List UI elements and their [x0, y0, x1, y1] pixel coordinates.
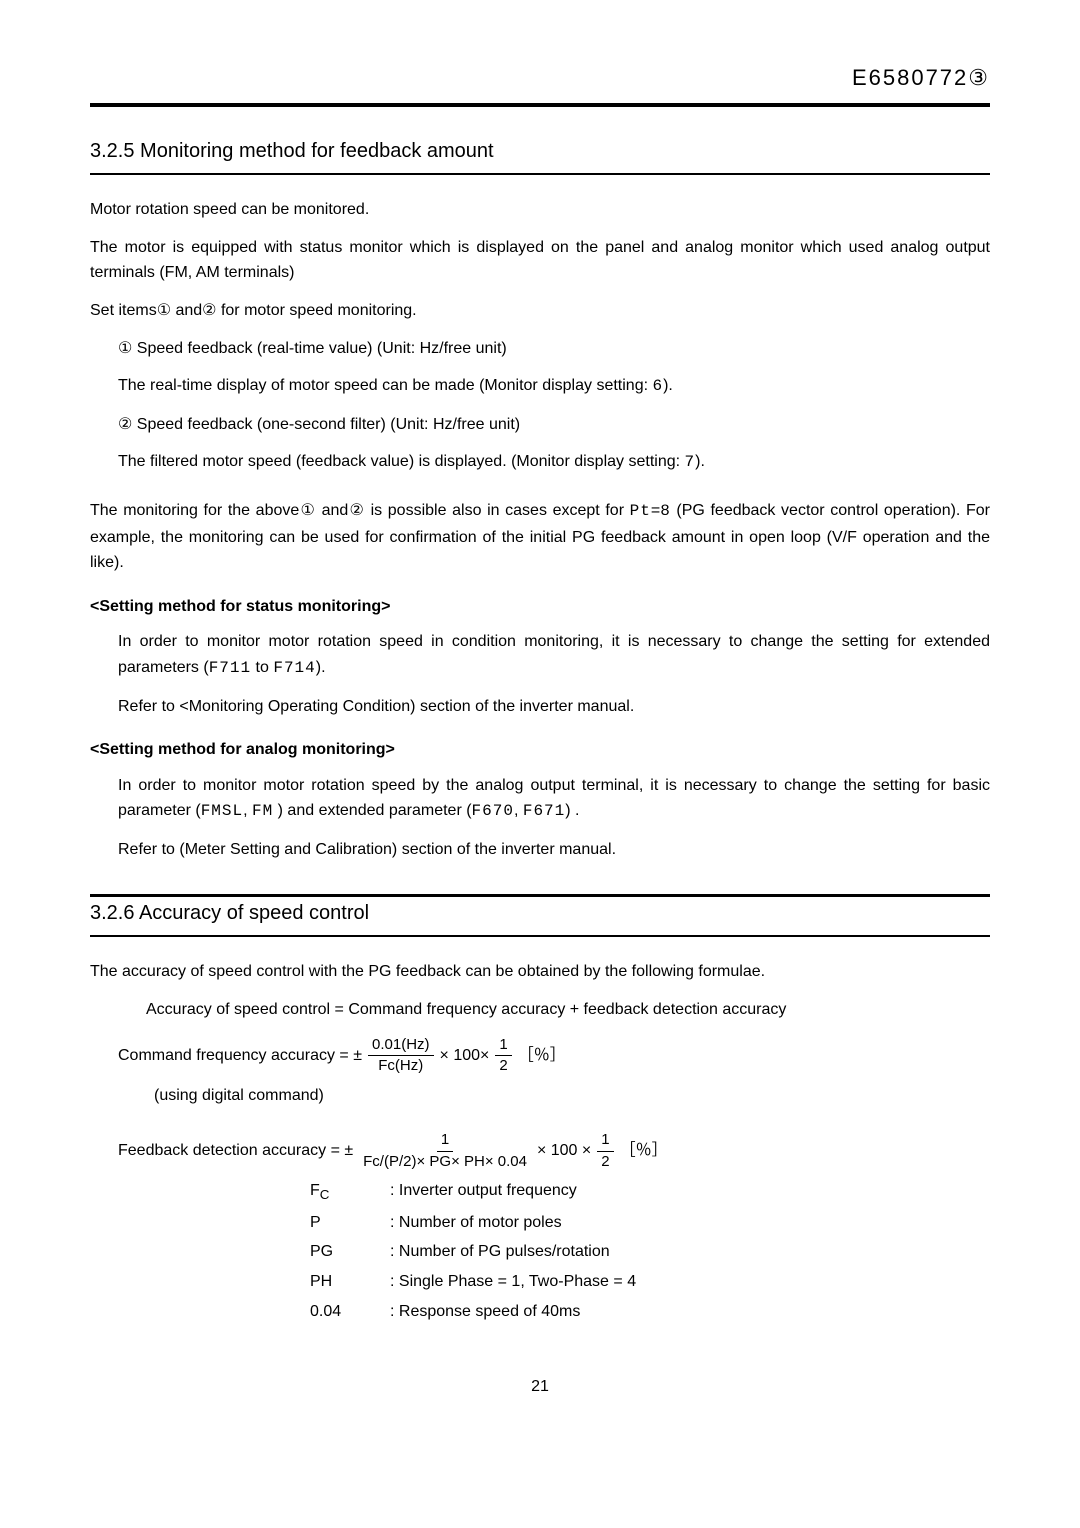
s1-item2: ② Speed feedback (one-second filter) (Un…: [90, 412, 990, 438]
page-number: 21: [90, 1374, 990, 1400]
s1-p1: Motor rotation speed can be monitored.: [90, 197, 990, 223]
formula2-frac: 1 Fc/(P/2)× PG× PH× 0.04: [359, 1132, 531, 1170]
s1-sub2-p1-b: ) .: [565, 802, 579, 819]
formula1-note: (using digital command): [126, 1083, 990, 1109]
s1-p2: The motor is equipped with status monito…: [90, 235, 990, 286]
formula1-label: Command frequency accuracy = ±: [118, 1043, 362, 1069]
def-t-sym: 0.04: [310, 1299, 390, 1325]
def-ph-sym: PH: [310, 1269, 390, 1295]
formula2-label: Feedback detection accuracy = ±: [118, 1138, 353, 1164]
doc-code: E6580772③: [90, 60, 990, 95]
formula-2: Feedback detection accuracy = ± 1 Fc/(P/…: [118, 1132, 990, 1170]
section-number-1: 3.2.5: [90, 140, 134, 162]
s1-sub2-mid2: ) and extended parameter (: [273, 802, 471, 819]
formula1-frac: 0.01(Hz) Fc(Hz): [368, 1037, 434, 1075]
s1-p4-mid: =: [651, 502, 660, 519]
formula1-den2: 2: [495, 1056, 511, 1075]
formula1-mid: × 100×: [440, 1043, 490, 1069]
formula2-den: Fc/(P/2)× PG× PH× 0.04: [359, 1152, 531, 1171]
s1-sub1-mid: to: [251, 659, 273, 676]
formula1-frac2: 1 2: [495, 1037, 511, 1075]
definition-table: FC : Inverter output frequency P : Numbe…: [310, 1178, 990, 1324]
section-heading-1: 3.2.5 Monitoring method for feedback amo…: [90, 135, 990, 175]
s1-item2-desc-b: ).: [695, 453, 705, 470]
formula1-num2: 1: [495, 1037, 511, 1057]
section-title-2: Accuracy of speed control: [139, 902, 369, 924]
s1-sub1-p1: In order to monitor motor rotation speed…: [90, 629, 990, 681]
formula2-frac2: 1 2: [597, 1132, 613, 1170]
s1-sub1-title: <Setting method for status monitoring>: [90, 594, 990, 620]
s1-sub1-p1-b: ).: [316, 659, 326, 676]
s1-sub1-seg2: F714: [273, 659, 315, 677]
s2-p1: The accuracy of speed control with the P…: [90, 959, 990, 985]
def-p-sym: P: [310, 1210, 390, 1236]
s1-item1-desc: The real-time display of motor speed can…: [90, 373, 990, 400]
s1-sub2-seg2: FM: [252, 802, 273, 820]
s1-sub2-mid1: ,: [243, 802, 252, 819]
section-number-2: 3.2.6: [90, 902, 134, 924]
s1-sub2-seg4: F671: [523, 802, 565, 820]
def-row-ph: PH : Single Phase = 1, Two-Phase = 4: [310, 1269, 990, 1295]
def-fc-sym: FC: [310, 1178, 390, 1206]
s1-item2-desc-a: The filtered motor speed (feedback value…: [118, 453, 685, 470]
s1-sub1-seg1: F711: [209, 659, 251, 677]
def-row-pg: PG : Number of PG pulses/rotation: [310, 1239, 990, 1265]
s1-item1: ① Speed feedback (real-time value) (Unit…: [90, 336, 990, 362]
formula2-den2: 2: [597, 1152, 613, 1171]
s2-formula-def: Accuracy of speed control = Command freq…: [90, 997, 990, 1023]
formula1-den: Fc(Hz): [374, 1056, 427, 1075]
s1-sub2-title: <Setting method for analog monitoring>: [90, 737, 990, 763]
header-rule: [90, 103, 990, 107]
formula2-num: 1: [437, 1132, 453, 1152]
def-row-p: P : Number of motor poles: [310, 1210, 990, 1236]
def-row-t: 0.04 : Response speed of 40ms: [310, 1299, 990, 1325]
section-title-1: Monitoring method for feedback amount: [140, 140, 494, 162]
s1-sub1-p2: Refer to <Monitoring Operating Condition…: [90, 694, 990, 720]
s1-item2-seg: 7: [685, 453, 696, 471]
section-heading-2: 3.2.6 Accuracy of speed control: [90, 897, 990, 937]
def-fc-sym-sub: C: [320, 1187, 330, 1202]
formula2-num2: 1: [597, 1132, 613, 1152]
def-pg-sym: PG: [310, 1239, 390, 1265]
s1-sub2-p1: In order to monitor motor rotation speed…: [90, 773, 990, 825]
def-t-desc: : Response speed of 40ms: [390, 1299, 990, 1325]
def-ph-desc: : Single Phase = 1, Two-Phase = 4: [390, 1269, 990, 1295]
s1-item1-seg: 6: [652, 377, 663, 395]
s1-sub2-seg3: F670: [472, 802, 514, 820]
s1-p4-a: The monitoring for the above① and② is po…: [90, 502, 630, 519]
s1-p4-seg2: 8: [660, 502, 671, 520]
s1-p4: The monitoring for the above① and② is po…: [90, 498, 990, 576]
s1-sub2-p2: Refer to (Meter Setting and Calibration)…: [90, 837, 990, 863]
s1-p3: Set items① and② for motor speed monitori…: [90, 298, 990, 324]
formula1-num: 0.01(Hz): [368, 1037, 434, 1057]
formula-1: Command frequency accuracy = ± 0.01(Hz) …: [118, 1037, 990, 1075]
def-p-desc: : Number of motor poles: [390, 1210, 990, 1236]
s1-sub2-mid3: ,: [514, 802, 523, 819]
def-row-fc: FC : Inverter output frequency: [310, 1178, 990, 1206]
formula2-mid: × 100 ×: [537, 1138, 591, 1164]
s1-item1-desc-b: ).: [663, 377, 673, 394]
s1-item1-desc-a: The real-time display of motor speed can…: [118, 377, 652, 394]
def-fc-desc: : Inverter output frequency: [390, 1178, 990, 1206]
s1-sub2-seg1: FMSL: [201, 802, 243, 820]
s1-p4-seg1: Pt: [630, 502, 651, 520]
def-pg-desc: : Number of PG pulses/rotation: [390, 1239, 990, 1265]
formula1-unit: ［％］: [518, 1043, 566, 1069]
formula2-unit: ［％］: [620, 1138, 668, 1164]
s1-item2-desc: The filtered motor speed (feedback value…: [90, 449, 990, 476]
def-fc-sym-main: F: [310, 1182, 320, 1199]
